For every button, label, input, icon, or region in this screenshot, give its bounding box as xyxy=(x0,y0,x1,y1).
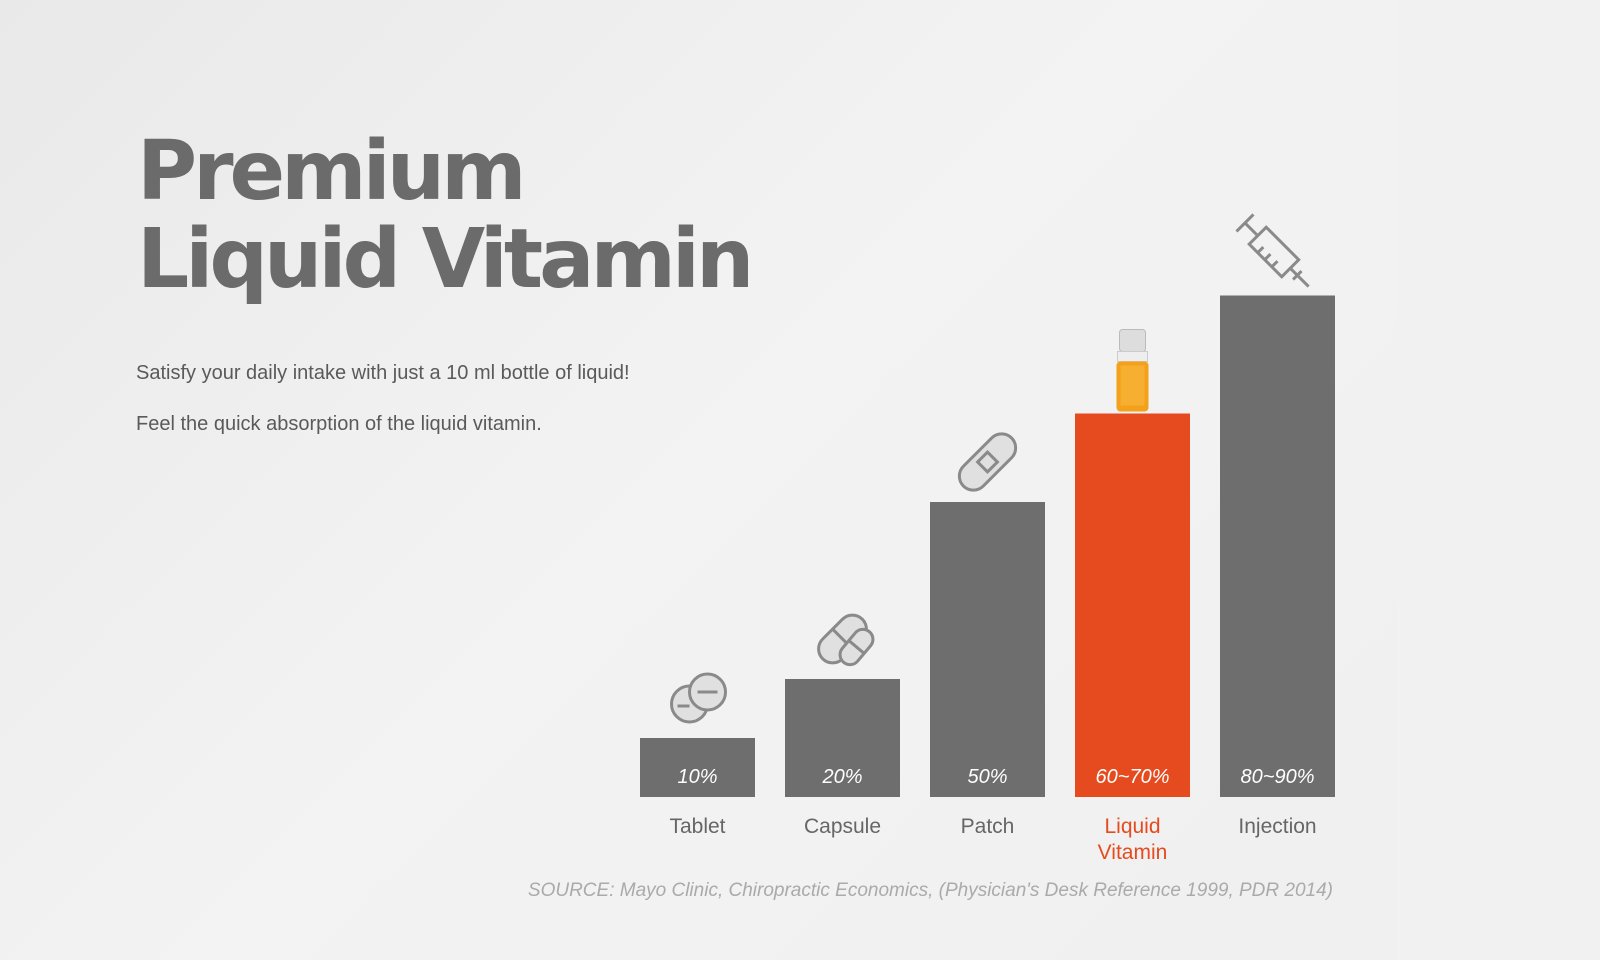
title-line-1: Premium xyxy=(137,124,527,219)
patch-icon xyxy=(957,432,1018,492)
category-label: Capsule xyxy=(803,815,882,838)
value-label: 60~70% xyxy=(1095,766,1170,788)
subtitle-2: Feel the quick absorption of the liquid … xyxy=(136,413,542,435)
bar-liquid-vitamin xyxy=(1075,413,1190,797)
tablet-icon xyxy=(670,672,727,724)
category-label: Tablet xyxy=(669,815,726,838)
value-label: 80~90% xyxy=(1240,766,1315,788)
background-strip xyxy=(1398,0,1600,960)
subtitle-1: Satisfy your daily intake with just a 10… xyxy=(136,362,630,384)
title-line-2: Liquid Vitamin xyxy=(137,212,754,307)
bar-injection xyxy=(1220,295,1335,797)
capsule-icon xyxy=(817,613,875,667)
bar-tablet xyxy=(640,738,755,797)
value-label: 20% xyxy=(822,766,863,788)
bar-capsule xyxy=(785,679,900,797)
chart-source: SOURCE: Mayo Clinic, Chiropractic Econom… xyxy=(527,880,1333,901)
category-label: Injection xyxy=(1238,815,1317,838)
bar-patch xyxy=(930,502,1045,797)
page-title: Premium Liquid Vitamin xyxy=(137,124,754,307)
category-label: Liquid Vitamin xyxy=(1097,815,1168,864)
category-label: Patch xyxy=(960,815,1015,838)
bottle-icon xyxy=(1116,329,1149,412)
syringe-icon xyxy=(1235,213,1310,288)
value-label: 10% xyxy=(677,766,718,788)
value-label: 50% xyxy=(967,766,1008,788)
